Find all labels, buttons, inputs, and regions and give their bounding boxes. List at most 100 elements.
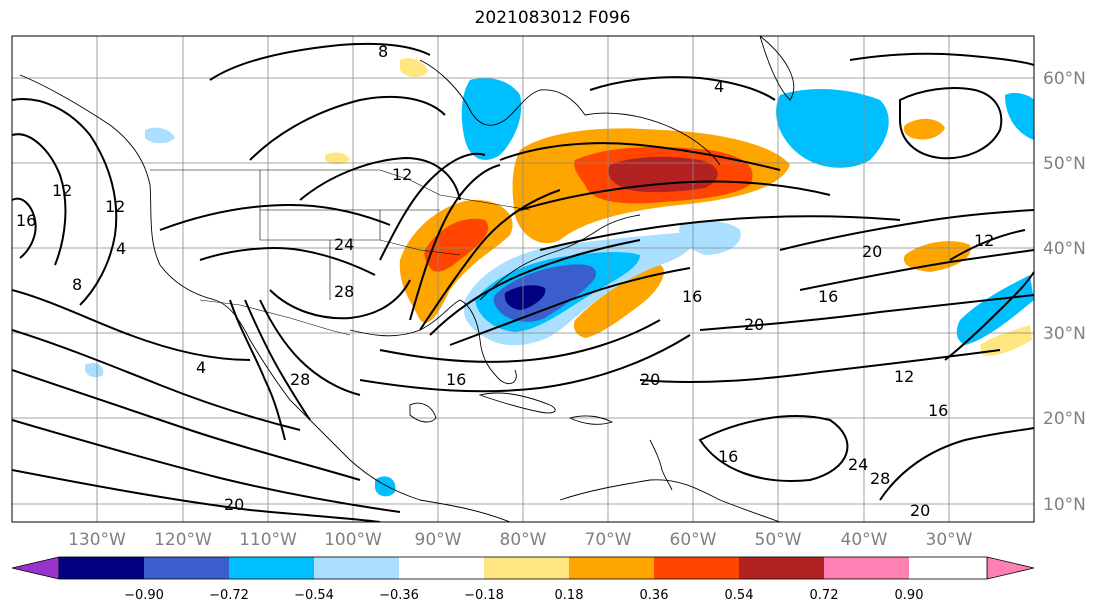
colorbar-extend-right	[986, 556, 1035, 580]
contour-label: 12	[392, 165, 412, 184]
contour-label: 20	[640, 370, 660, 389]
contour-line	[849, 52, 1034, 66]
anomaly-negative-far-east	[1005, 92, 1034, 140]
anomaly-negative-north-atlantic	[776, 88, 889, 168]
contour-line	[379, 152, 486, 261]
coastline-north-america-east	[479, 214, 641, 301]
contour-line	[639, 349, 1001, 383]
contour-line	[449, 267, 691, 346]
colorbar-ticks: −0.90 −0.72 −0.54 −0.36 −0.18 0.18 0.36 …	[124, 588, 923, 603]
contour-label: 16	[446, 370, 466, 389]
anomaly-positive-speckle-a	[400, 58, 428, 78]
lon-label: 110°W	[239, 530, 297, 550]
colorbar-segment	[654, 557, 739, 579]
contour-line	[409, 164, 501, 321]
contour-label-layer: 8 4 12 16 12 4 8 12 24 28 4 28 16 20 16 …	[16, 42, 994, 520]
contour-label: 4	[116, 239, 126, 258]
contour-line	[259, 299, 361, 396]
colorbar-segment	[484, 557, 569, 579]
contour-line	[419, 189, 561, 331]
colorbar-segment	[314, 557, 399, 579]
contour-label: 8	[72, 275, 82, 294]
colorbar: −0.90 −0.72 −0.54 −0.36 −0.18 0.18 0.36 …	[11, 556, 1035, 603]
colorbar-segment	[399, 557, 484, 579]
anomaly-negative-hudson	[461, 78, 522, 160]
lon-label: 40°W	[841, 530, 888, 550]
colorbar-tick-label: −0.72	[209, 588, 249, 603]
colorbar-tick-label: −0.18	[464, 588, 504, 603]
border-canada-us	[150, 169, 531, 211]
coastline-gulf-of-mexico	[349, 299, 517, 384]
contour-line	[519, 180, 831, 211]
anomaly-negative-east-atlantic	[956, 275, 1034, 345]
anomaly-negative-speckle-b	[375, 476, 396, 497]
contour-line	[699, 294, 1034, 331]
contour-label: 24	[848, 455, 868, 474]
contour-line	[12, 197, 37, 259]
lon-label: 130°W	[68, 530, 126, 550]
contour-label: 28	[870, 469, 890, 488]
contour-line	[12, 133, 67, 266]
anomaly-positive-speckle-b	[325, 152, 350, 165]
border-us-mexico	[199, 299, 351, 336]
contour-label: 28	[290, 370, 310, 389]
lon-axis: 130°W 120°W 110°W 100°W 90°W 80°W 70°W 6…	[68, 530, 973, 550]
lon-label: 50°W	[755, 530, 802, 550]
contour-line	[12, 329, 301, 431]
contour-label: 4	[196, 358, 206, 377]
contour-label: 20	[862, 242, 882, 261]
contour-label: 12	[894, 367, 914, 386]
contour-label: 16	[928, 401, 948, 420]
contour-line	[249, 95, 446, 161]
contour-label: 16	[16, 211, 36, 230]
contour-label: 8	[378, 42, 388, 61]
lon-label: 90°W	[415, 530, 462, 550]
contour-label: 20	[744, 315, 764, 334]
contour-label: 20	[224, 495, 244, 514]
colorbar-tick-label: 0.72	[810, 588, 839, 603]
lon-label: 80°W	[500, 530, 547, 550]
colorbar-segment	[739, 557, 824, 579]
lat-label: 20°N	[1043, 409, 1086, 429]
coastline-yucatan	[409, 402, 437, 423]
colorbar-segment	[824, 557, 909, 579]
graticule	[12, 36, 1034, 522]
contour-line	[12, 419, 401, 513]
anomaly-positive-far-east	[903, 118, 945, 140]
colorbar-tick-label: 0.36	[640, 588, 669, 603]
contour-line	[379, 319, 661, 363]
contour-label: 16	[718, 447, 738, 466]
contour-line	[199, 247, 376, 276]
coastline-greenland	[759, 36, 795, 101]
contour-line	[159, 203, 391, 231]
border-state-c	[379, 239, 461, 256]
border-state-b	[330, 209, 440, 241]
contour-line	[299, 156, 461, 201]
lat-label: 50°N	[1043, 154, 1086, 174]
contour-label: 12	[105, 197, 125, 216]
anomaly-negative-carolinas-max	[504, 285, 546, 310]
contour-line	[12, 369, 361, 481]
colorbar-frame	[58, 556, 988, 580]
colorbar-tick-label: −0.36	[379, 588, 419, 603]
lat-label: 30°N	[1043, 324, 1086, 344]
anomaly-positive-east-atlantic	[903, 241, 971, 272]
contour-label: 28	[334, 282, 354, 301]
anomaly-negative-speckle-a	[145, 127, 175, 144]
colorbar-tick-label: 0.54	[725, 588, 754, 603]
colorbar-segment	[229, 557, 314, 579]
map-title: 2021083012 F096	[474, 8, 631, 28]
contour-line	[229, 299, 286, 441]
lon-label: 120°W	[154, 530, 212, 550]
lon-label: 100°W	[324, 530, 382, 550]
contour-line	[359, 334, 691, 393]
contour-line	[879, 427, 1034, 501]
colorbar-tick-label: −0.90	[124, 588, 164, 603]
contour-line	[269, 279, 411, 320]
coastline-cuba	[478, 392, 556, 414]
lon-label: 30°W	[926, 530, 973, 550]
colorbar-segment	[144, 557, 229, 579]
contour-line	[499, 142, 781, 171]
lon-label: 70°W	[585, 530, 632, 550]
